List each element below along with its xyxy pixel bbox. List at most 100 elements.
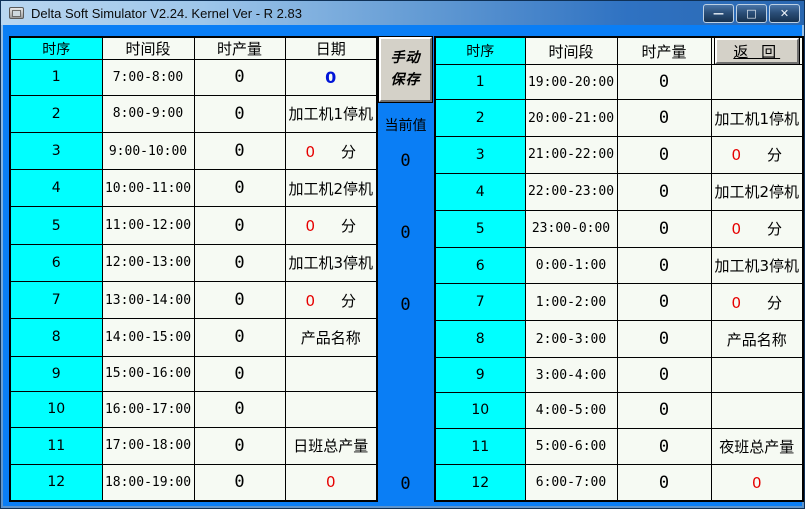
close-button[interactable]: ✕	[769, 3, 800, 23]
time-cell: 19:00-20:00	[524, 63, 618, 101]
seq-cell: 10	[9, 391, 103, 428]
time-cell: 6:00-7:00	[524, 464, 618, 502]
table-row: 10 16:00-17:00 0	[9, 391, 378, 428]
date-cell: 加工机1停机	[710, 99, 804, 138]
maximize-button[interactable]: □	[736, 3, 767, 23]
window-controls: — □ ✕	[701, 3, 800, 23]
date-cell: 加工机2停机	[710, 172, 804, 211]
table-row: 8 2:00-3:00 0 产品名称	[434, 320, 804, 359]
qty-cell: 0	[193, 94, 286, 133]
qty-cell: 0	[616, 63, 712, 101]
table-row: 9 15:00-16:00 0	[9, 355, 378, 393]
seq-cell: 4	[434, 172, 526, 211]
time-cell: 8:00-9:00	[101, 94, 195, 133]
table-row: 4 10:00-11:00 0 加工机2停机	[9, 169, 378, 208]
time-cell: 20:00-21:00	[524, 99, 618, 138]
qty-cell: 0	[193, 169, 286, 208]
header-qty: 时产量	[616, 36, 712, 65]
table-row: 3 21:00-22:00 0 0 分	[434, 136, 804, 174]
date-cell	[284, 355, 378, 393]
date-cell: 加工机1停机	[284, 94, 378, 133]
table-row: 5 11:00-12:00 0 0 分	[9, 206, 378, 245]
time-cell: 22:00-23:00	[524, 172, 618, 211]
seq-cell: 1	[434, 63, 526, 101]
seq-cell: 9	[434, 357, 526, 394]
date-cell: 加工机3停机	[710, 246, 804, 285]
seq-cell: 8	[434, 320, 526, 359]
seq-cell: 7	[434, 283, 526, 322]
minimize-button[interactable]: —	[703, 3, 734, 23]
table-row: 12 6:00-7:00 0 0	[434, 464, 804, 502]
table-row: 1 19:00-20:00 0	[434, 63, 804, 101]
time-cell: 23:00-0:00	[524, 209, 618, 248]
qty-cell: 0	[616, 283, 712, 322]
seq-cell: 4	[9, 169, 103, 208]
seq-cell: 5	[434, 209, 526, 248]
date-cell: 夜班总产量	[710, 427, 804, 466]
seq-cell: 2	[434, 99, 526, 138]
time-cell: 4:00-5:00	[524, 392, 618, 429]
table-row: 3 9:00-10:00 0 0 分	[9, 131, 378, 171]
date-cell: 产品名称	[710, 320, 804, 359]
return-button[interactable]: 返 回	[714, 38, 799, 64]
header-date: 日期	[284, 36, 378, 60]
time-cell: 16:00-17:00	[101, 391, 195, 428]
seq-cell: 12	[9, 463, 103, 502]
current-value-label: 当前值	[384, 118, 427, 134]
table-row: 1 7:00-8:00 0 0	[9, 59, 378, 96]
header-time: 时间段	[524, 36, 618, 65]
seq-cell: 6	[434, 246, 526, 285]
qty-cell: 0	[616, 320, 712, 359]
time-cell: 12:00-13:00	[101, 243, 195, 282]
seq-cell: 3	[9, 131, 103, 171]
header-seq: 时序	[9, 36, 103, 60]
qty-cell: 0	[616, 136, 712, 174]
header-return-cell: 返 回	[710, 36, 804, 65]
seq-cell: 3	[434, 136, 526, 174]
date-cell: 日班总产量	[284, 426, 378, 465]
header-time: 时间段	[101, 36, 195, 60]
current-value: 0	[400, 151, 411, 172]
window-title: Delta Soft Simulator V2.24. Kernel Ver -…	[31, 5, 302, 21]
qty-cell: 0	[616, 357, 712, 394]
time-cell: 3:00-4:00	[524, 357, 618, 394]
seq-cell: 5	[9, 206, 103, 245]
qty-cell: 0	[193, 206, 286, 245]
seq-cell: 10	[434, 392, 526, 429]
current-value: 0	[400, 294, 411, 315]
time-cell: 10:00-11:00	[101, 169, 195, 208]
manual-save-button[interactable]: 手动 保存	[379, 37, 432, 102]
time-cell: 2:00-3:00	[524, 320, 618, 359]
current-value: 0	[400, 223, 411, 244]
table-row: 2 8:00-9:00 0 加工机1停机	[9, 94, 378, 133]
manual-save-label-line2: 保存	[390, 71, 421, 88]
qty-cell: 0	[193, 355, 286, 393]
qty-cell: 0	[193, 59, 286, 96]
qty-cell: 0	[616, 99, 712, 138]
seq-cell: 11	[9, 426, 103, 465]
header-qty: 时产量	[193, 36, 286, 60]
date-cell	[710, 392, 804, 429]
table-row: 10 4:00-5:00 0	[434, 392, 804, 429]
seq-cell: 12	[434, 464, 526, 502]
qty-cell: 0	[616, 392, 712, 429]
time-cell: 17:00-18:00	[101, 426, 195, 465]
date-cell: 加工机3停机	[284, 243, 378, 282]
date-cell: 0	[710, 464, 804, 502]
time-cell: 15:00-16:00	[101, 355, 195, 393]
qty-cell: 0	[193, 280, 286, 320]
time-cell: 11:00-12:00	[101, 206, 195, 245]
qty-cell: 0	[616, 464, 712, 502]
seq-cell: 2	[9, 94, 103, 133]
qty-cell: 0	[616, 246, 712, 285]
night-shift-table: 时序 时间段 时产量 返 回 1 19:00-20:00 0 2 20:00-21:00…	[434, 36, 804, 502]
app-icon	[9, 7, 24, 19]
table-row: 2 20:00-21:00 0 加工机1停机	[434, 99, 804, 138]
table-row: 7 13:00-14:00 0 0 分	[9, 280, 378, 320]
seq-cell: 8	[9, 318, 103, 357]
qty-cell: 0	[193, 243, 286, 282]
